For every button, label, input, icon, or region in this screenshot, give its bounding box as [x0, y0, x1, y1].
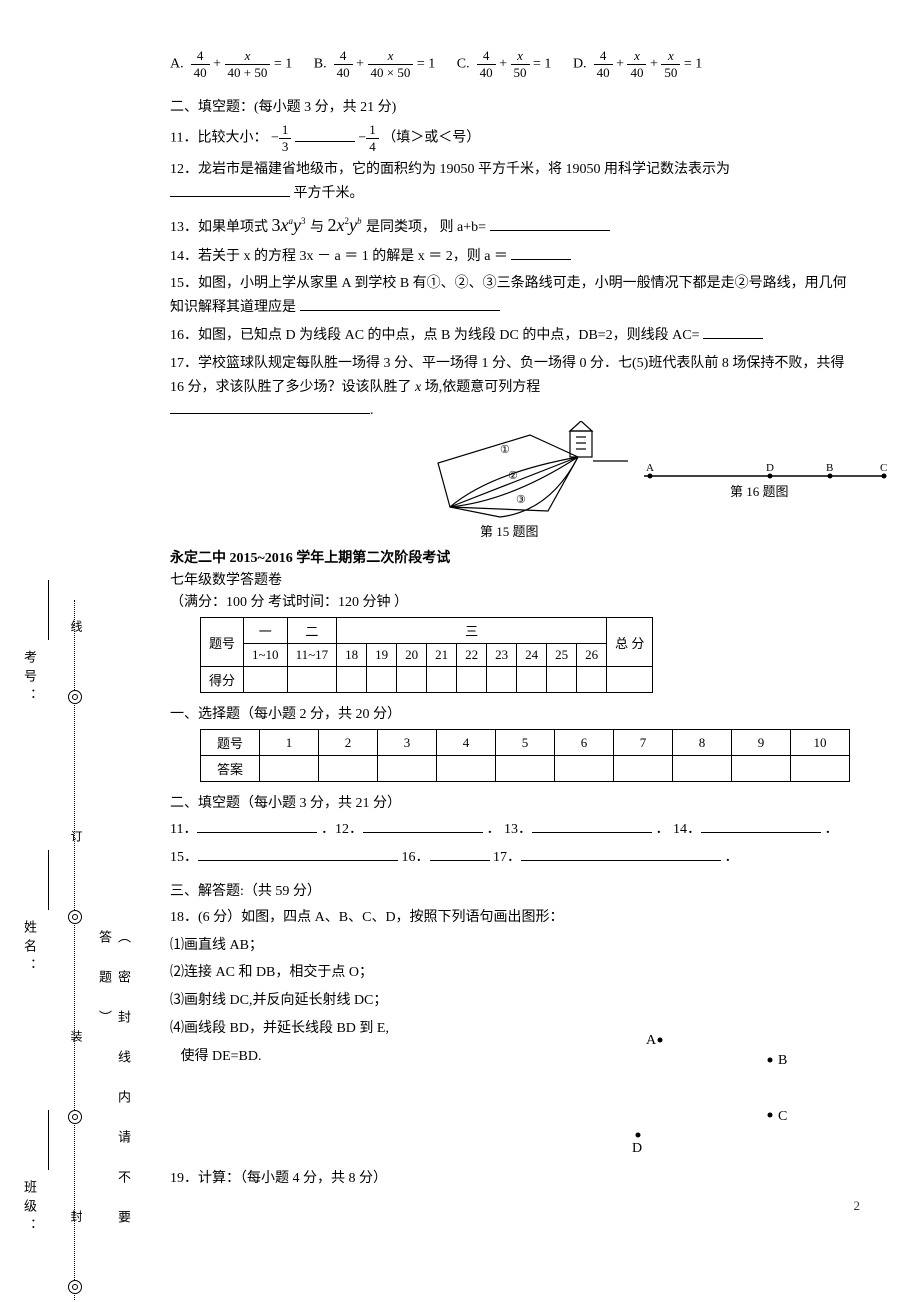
q17-blank: [170, 399, 370, 414]
q13-suffix: 是同类项， 则 a+b=: [366, 220, 486, 235]
svg-text:①: ①: [500, 444, 510, 456]
mc-table: 题号 1 2 3 4 5 6 7 8 9 10 答案: [200, 729, 850, 782]
q14-text: 14．若关于 x 的方程 3x － a ＝ 1 的解是 x ＝ 2，则 a ＝: [170, 249, 511, 264]
q14-blank: [511, 245, 571, 260]
q16: 16．如图，已知点 D 为线段 AC 的中点，点 B 为线段 DC 的中点，DB…: [170, 324, 850, 348]
q11: 11．比较大小： −13 −14 （填＞或＜号）: [170, 122, 850, 154]
fig15-diagram: ① ② ③: [430, 421, 630, 521]
q18-head: 18．(6 分）如图，四点 A、B、C、D，按照下列语句画出图形：: [170, 906, 850, 930]
q16-blank: [703, 324, 763, 339]
section-2-heading: 二、填空题：(每小题 3 分，共 21 分): [170, 96, 850, 116]
option-a: A. 440 + x40 + 50 = 1: [170, 48, 292, 80]
q17-tail: 场,依题意可列方程: [425, 380, 541, 395]
q17: 17．学校篮球队规定每队胜一场得 3 分、平一场得 1 分、负一场得 0 分．七…: [170, 352, 850, 423]
seal-note: （ 密 封 线 内 请 不 要 答 题 ）: [95, 930, 133, 1234]
q18-item-1: ⑴画直线 AB；: [170, 934, 850, 958]
svg-text:B: B: [826, 462, 833, 474]
binding-label-3: 装: [68, 1030, 85, 1046]
binding-label-4: 封: [68, 1210, 85, 1226]
field-examno: 考号：: [20, 650, 39, 707]
q19-head: 19．计算：（每小题 4 分，共 8 分）: [170, 1167, 850, 1191]
q13-blank: [490, 216, 610, 231]
q18-figure: A B C D: [610, 1020, 830, 1170]
binding-label-1: 线: [68, 620, 85, 636]
svg-text:D: D: [632, 1141, 642, 1156]
q12-blank: [170, 182, 290, 197]
fill-line2: 15． 16． 17． ．: [170, 846, 850, 870]
field-name: 姓名：: [20, 920, 39, 977]
score-table: 题号 一 二 三 总 分 1~10 11~17 18 19 20 21 22 2…: [200, 617, 653, 693]
option-c: C. 440 + x50 = 1: [457, 48, 552, 80]
fig16-caption: 第 16 题图: [730, 481, 789, 500]
sec3-head: 三、解答题:（共 59 分）: [170, 880, 850, 900]
answer-sheet-subtitle: 七年级数学答题卷: [170, 569, 850, 589]
page-number: 2: [854, 1198, 861, 1214]
figures-row: ① ② ③ 第 15 题图 A D B C 第 16 题图: [170, 431, 850, 541]
binding-strip: 线 订 装 封: [60, 600, 90, 1300]
option-d: D. 440 + x40 + x50 = 1: [573, 48, 702, 80]
q13: 13．如果单项式 3xay3 与 2x2yb 是同类项， 则 a+b=: [170, 210, 850, 241]
q12-text: 12．龙岩市是福建省地级市，它的面积约为 19050 平方千米，将 19050 …: [170, 162, 730, 177]
binding-label-2: 订: [68, 830, 85, 846]
q18-item-3: ⑶画射线 DC,并反向延长射线 DC；: [170, 989, 850, 1013]
answer-sheet-title: 永定二中 2015~2016 学年上期第二次阶段考试: [170, 547, 850, 567]
q18-item-2: ⑵连接 AC 和 DB，相交于点 O；: [170, 961, 850, 985]
q11-tail: （填＞或＜号）: [382, 131, 480, 146]
q13-prefix: 13．如果单项式: [170, 220, 268, 235]
svg-text:②: ②: [508, 470, 518, 482]
q12-tail: 平方千米。: [294, 186, 364, 201]
q12: 12．龙岩市是福建省地级市，它的面积约为 19050 平方千米，将 19050 …: [170, 158, 850, 206]
svg-text:B: B: [778, 1053, 787, 1068]
q16-text: 16．如图，已知点 D 为线段 AC 的中点，点 B 为线段 DC 的中点，DB…: [170, 328, 700, 343]
q15: 15．如图，小明上学从家里 A 到学校 B 有①、②、③三条路线可走，小明一般情…: [170, 272, 850, 320]
q11-label: 11．比较大小：: [170, 131, 267, 146]
q15-blank: [300, 296, 500, 311]
q13-mid: 与: [310, 220, 324, 235]
q10-options: A. 440 + x40 + 50 = 1 B. 440 + x40 × 50 …: [170, 48, 850, 80]
svg-text:C: C: [880, 462, 887, 474]
sec2-head: 二、填空题（每小题 3 分，共 21 分）: [170, 792, 850, 812]
q15-text: 15．如图，小明上学从家里 A 到学校 B 有①、②、③三条路线可走，小明一般情…: [170, 276, 847, 315]
sec1-head: 一、选择题（每小题 2 分，共 20 分）: [170, 703, 850, 723]
svg-text:A: A: [646, 1033, 657, 1048]
fill-line1: 11． ．12． ． 13． ． 14． ．: [170, 818, 850, 842]
svg-text:A: A: [646, 462, 654, 474]
svg-text:C: C: [778, 1109, 787, 1124]
q14: 14．若关于 x 的方程 3x － a ＝ 1 的解是 x ＝ 2，则 a ＝: [170, 245, 850, 269]
option-b: B. 440 + x40 × 50 = 1: [314, 48, 436, 80]
q11-blank: [295, 127, 355, 142]
svg-text:D: D: [766, 462, 774, 474]
answer-sheet-meta: （满分：100 分 考试时间：120 分钟 ）: [170, 591, 850, 611]
left-field-labels: 考号： 姓名： 班级：: [20, 640, 50, 1260]
fig15-caption: 第 15 题图: [480, 521, 539, 540]
q17-var: x: [415, 380, 421, 395]
svg-text:③: ③: [516, 494, 526, 506]
field-class: 班级：: [20, 1180, 39, 1237]
